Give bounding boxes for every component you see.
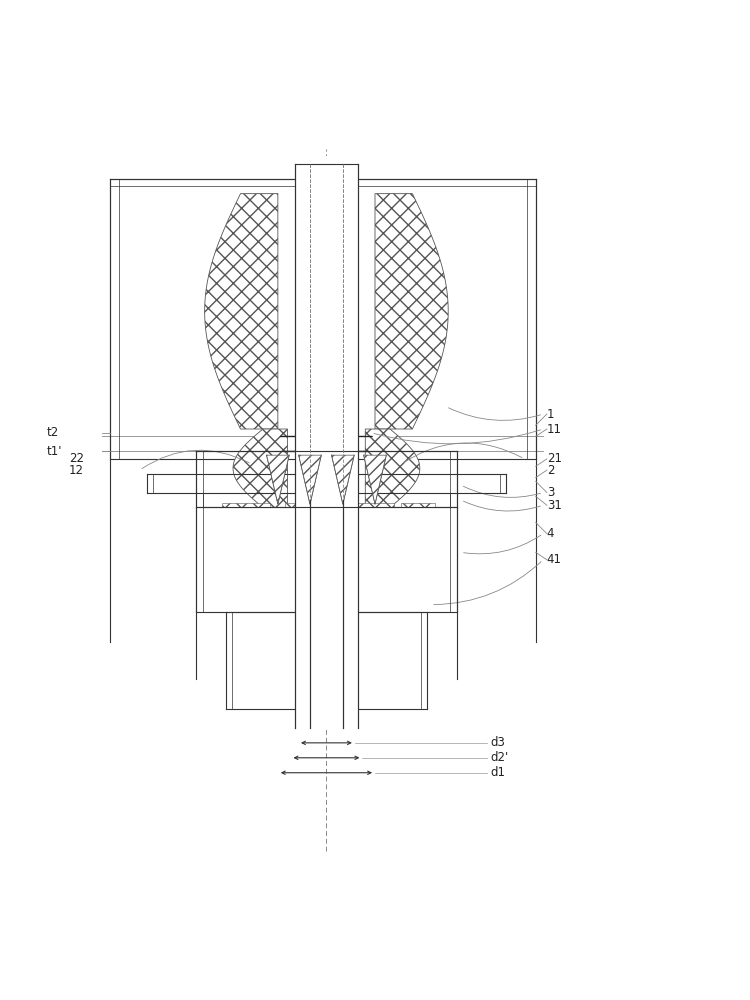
Polygon shape [343, 156, 358, 728]
Polygon shape [364, 455, 386, 504]
Polygon shape [267, 455, 289, 504]
Polygon shape [401, 503, 435, 507]
Polygon shape [205, 194, 278, 429]
Polygon shape [233, 429, 287, 507]
Text: 31: 31 [547, 499, 562, 512]
Text: 21: 21 [547, 452, 562, 465]
Text: t2: t2 [46, 426, 58, 439]
Text: 11: 11 [547, 423, 562, 436]
Polygon shape [295, 156, 358, 728]
Polygon shape [298, 455, 321, 504]
Text: 1: 1 [547, 408, 554, 421]
Text: 12: 12 [69, 464, 84, 477]
Polygon shape [295, 156, 310, 728]
Polygon shape [365, 429, 420, 507]
Polygon shape [375, 194, 448, 429]
Text: 3: 3 [547, 486, 554, 499]
Text: d1: d1 [490, 766, 506, 779]
Text: t1': t1' [46, 445, 62, 458]
Text: 41: 41 [547, 553, 562, 566]
Text: d3: d3 [490, 736, 506, 749]
Polygon shape [285, 503, 326, 507]
Polygon shape [332, 455, 354, 504]
Text: 4: 4 [547, 527, 554, 540]
Text: 2: 2 [547, 464, 554, 477]
Text: 22: 22 [69, 452, 84, 465]
Text: d2': d2' [490, 751, 509, 764]
Polygon shape [222, 503, 271, 507]
Polygon shape [341, 503, 394, 507]
